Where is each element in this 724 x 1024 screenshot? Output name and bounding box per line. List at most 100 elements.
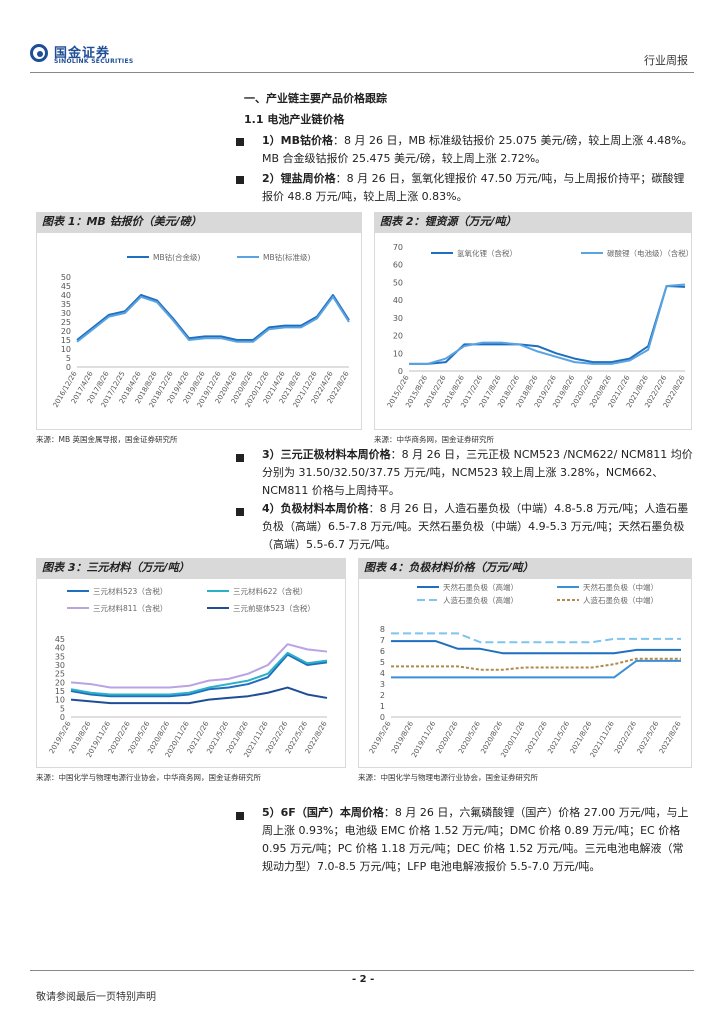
fig3-legend-label: 三元材料811（含税）	[93, 603, 167, 613]
fig4-series-line-2	[391, 632, 681, 644]
fig4-series-line-3	[391, 657, 681, 671]
fig1-series-line-1	[76, 295, 350, 343]
fig4-x-tick-label: 2021/11/26	[589, 720, 616, 759]
fig1-title: 图表 1：MB 钴报价（美元/磅）	[36, 212, 362, 232]
bullet-icon	[236, 138, 244, 146]
fig4-legend-label: 天然石墨负极（中端）	[583, 582, 658, 592]
fig4-legend-label: 人造石墨负极（中端）	[583, 595, 658, 605]
fig4-x-tick-label: 2020/2/26	[435, 720, 460, 756]
fig3-series-line-0	[70, 653, 328, 698]
fig1-y-tick-label: 25	[61, 318, 71, 327]
fig1-y-tick-label: 0	[66, 363, 71, 372]
fig1-y-tick-label: 5	[66, 354, 71, 363]
fig2-y-tick-label: 20	[393, 332, 403, 341]
fig2-y-tick-label: 40	[393, 296, 403, 305]
fig4-x-tick-label: 2020/8/26	[479, 720, 504, 756]
para-lithium-body: ：8 月 26 日，氢氧化锂报价 47.50 万元/吨，与上周报价持平；碳酸锂报…	[262, 172, 685, 203]
fig3-frame: 0 5 10 15 20 25 30 35 40 45 2019/5/26 2019/8/26 2019…	[36, 578, 346, 768]
fig4-x-tick-label: 2021/5/26	[546, 720, 571, 756]
fig1-y-tick-label: 10	[61, 345, 71, 354]
footer-divider	[30, 970, 694, 971]
fig1-chart: 051015202530354045502016/12/262017/4/262…	[52, 252, 351, 409]
para-anode: 4）负极材料本周价格：8 月 26 日，人造石墨负极（中端）4.8-5.8 万元…	[262, 500, 694, 554]
fig4-x-tick-label: 2020/11/26	[499, 720, 526, 759]
fig2-title: 图表 2：锂资源（万元/吨）	[374, 212, 692, 232]
fig2-source: 来源：中华商务网，国金证券研究所	[374, 435, 494, 444]
fig3-series-line-2	[70, 643, 328, 689]
fig1-series-line-0	[76, 294, 350, 341]
fig2-series-line-1	[409, 283, 686, 365]
fig3-series-line-1	[70, 651, 328, 696]
fig2-y-tick-label: 0	[398, 367, 403, 376]
fig3-chart: 0510152025303540452019/5/262019/8/262019…	[48, 586, 329, 759]
fig4-y-tick-label: 2	[380, 691, 385, 700]
fig1-y-tick-label: 40	[61, 291, 71, 300]
fig1-y-tick-label: 35	[61, 300, 71, 309]
fig4-y-tick-label: 3	[380, 680, 385, 689]
fig3-y-tick-label: 5	[60, 704, 65, 713]
fig4-source: 来源：中国化学与物理电源行业协会，国金证券研究所	[358, 773, 538, 782]
fig4-chart: 0123456782019/5/262019/8/262019/11/26202…	[368, 582, 683, 759]
fig1-y-tick-label: 50	[61, 273, 71, 282]
logo-text-en: SINOLINK SECURITIES	[54, 58, 134, 65]
bullet-icon	[236, 176, 244, 184]
fig2-frame: 0 10 20 30 40 50 60 70 2015/2/26 2015/8/26 2016/2/…	[374, 232, 693, 430]
para-cobalt-head: 1）MB钴价格	[262, 134, 333, 147]
fig1-y-tick-label: 15	[61, 336, 71, 345]
section-heading: 一、产业链主要产品价格跟踪	[244, 92, 387, 105]
fig3-y-tick-label: 45	[55, 635, 65, 644]
fig4-x-tick-label: 2021/2/26	[524, 720, 549, 756]
fig1-y-tick-label: 20	[61, 327, 71, 336]
subsection-heading: 1.1 电池产业链价格	[244, 113, 345, 126]
fig4-x-tick-label: 2020/5/26	[457, 720, 482, 756]
header-divider	[30, 72, 694, 73]
fig3-y-tick-label: 20	[55, 678, 65, 687]
para-anode-head: 4）负极材料本周价格	[262, 502, 369, 515]
footer-disclaimer: 敬请参阅最后一页特别声明	[36, 992, 156, 1003]
para-cathode-head: 3）三元正极材料本周价格	[262, 448, 391, 461]
fig4-x-tick-label: 2019/5/26	[368, 720, 393, 756]
fig1-y-tick-label: 30	[61, 309, 71, 318]
fig3-legend-label: 三元材料622（含税）	[233, 586, 307, 596]
sinolink-logo-icon	[30, 44, 48, 62]
fig4-y-tick-label: 7	[380, 636, 385, 645]
fig3-legend-label: 三元前驱体523（含税）	[233, 603, 315, 613]
fig4-title: 图表 4：负极材料价格（万元/吨）	[358, 558, 692, 578]
fig2-y-tick-label: 70	[393, 243, 403, 252]
fig3-y-tick-label: 10	[55, 696, 65, 705]
fig4-x-tick-label: 2021/8/26	[569, 720, 594, 756]
fig4-y-tick-label: 4	[380, 669, 385, 678]
logo-text-cn: 国金证券	[54, 46, 111, 61]
fig3-series-line-3	[70, 686, 328, 705]
fig1-legend-label: MB钴(合金级)	[153, 252, 201, 262]
fig2-y-tick-label: 10	[393, 349, 403, 358]
para-electrolyte-head: 5）6F（国产）本周价格	[262, 806, 384, 819]
page-number: - 2 -	[352, 974, 375, 985]
fig2-legend-label: 氢氧化锂（含税）	[457, 248, 517, 258]
fig4-frame: 0 1 2 3 4 5 6 7 8 2019/5/26 2019/8/26 2019/11/26 202…	[358, 578, 692, 768]
fig1-source: 来源：MB 英国金属导报，国金证券研究所	[36, 435, 178, 444]
para-electrolyte-body: ：8 月 26 日，六氟磷酸锂（国产）价格 27.00 万元/吨，与上周上涨 0…	[262, 806, 689, 873]
fig3-source: 来源：中国化学与物理电源行业协会，中华商务网，国金证券研究所	[36, 773, 261, 782]
fig3-y-tick-label: 40	[55, 644, 65, 653]
bullet-icon	[236, 454, 244, 462]
fig4-y-tick-label: 1	[380, 702, 385, 711]
fig4-series-line-0	[391, 640, 681, 655]
fig3-y-tick-label: 15	[55, 687, 65, 696]
fig3-title: 图表 3：三元材料（万元/吨）	[36, 558, 346, 578]
fig4-y-tick-label: 0	[380, 713, 385, 722]
fig2-y-tick-label: 50	[393, 278, 403, 287]
fig2-y-tick-label: 30	[393, 314, 403, 323]
fig3-legend-label: 三元材料523（含税）	[93, 586, 167, 596]
para-cobalt-body: ：8 月 26 日，MB 标准级钴报价 25.075 美元/磅，较上周上涨 4.…	[262, 134, 693, 165]
para-lithium-head: 2）锂盐周价格	[262, 172, 336, 185]
report-type: 行业周报	[644, 54, 688, 67]
para-electrolyte: 5）6F（国产）本周价格：8 月 26 日，六氟磷酸锂（国产）价格 27.00 …	[262, 804, 694, 876]
para-cathode-body: ：8 月 26 日，三元正极 NCM523 /NCM622/ NCM811 均价…	[262, 448, 693, 497]
fig3-y-tick-label: 0	[60, 713, 65, 722]
bullet-icon	[236, 812, 244, 820]
fig2-legend-label: 碳酸锂（电池级）（含税）	[607, 248, 691, 258]
fig4-x-tick-label: 2019/11/26	[410, 720, 437, 759]
fig4-y-tick-label: 8	[380, 625, 385, 634]
fig1-y-tick-label: 45	[61, 282, 71, 291]
